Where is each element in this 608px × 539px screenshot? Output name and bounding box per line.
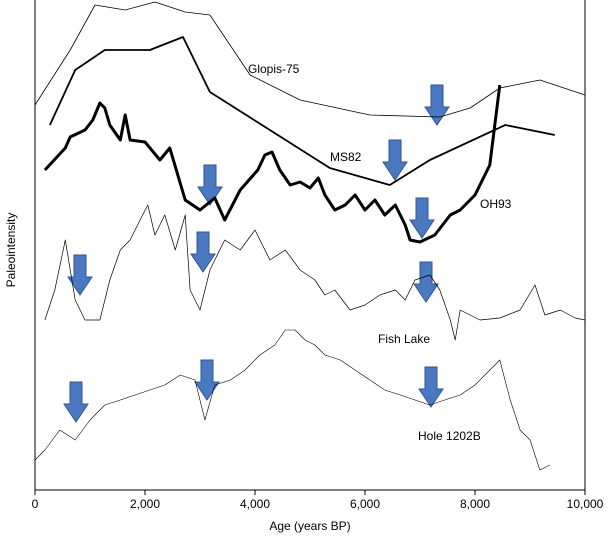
series-label: Hole 1202B: [418, 429, 481, 443]
series-label: Fish Lake: [378, 332, 430, 346]
arrow: [63, 381, 89, 423]
arrow: [418, 366, 444, 408]
arrow: [409, 197, 435, 239]
series-line: [44, 204, 586, 341]
x-tick-label: 10,000: [567, 497, 604, 511]
series-line: [34, 329, 550, 471]
series-line: [34, 1, 586, 118]
series-line: [49, 36, 555, 186]
y-axis-label: Paleointensity: [4, 213, 18, 288]
series-label: OH93: [480, 197, 512, 211]
x-tick-label: 8,000: [460, 497, 490, 511]
arrow: [382, 139, 408, 181]
arrow: [197, 164, 223, 206]
series-label: MS82: [330, 150, 362, 164]
x-tick-label: 2,000: [130, 497, 160, 511]
arrow: [190, 231, 216, 273]
x-tick-label: 0: [32, 497, 39, 511]
arrow: [67, 254, 93, 296]
axes: [34, 0, 586, 491]
series-label: Glopis-75: [248, 62, 300, 76]
x-axis-label: Age (years BP): [269, 519, 350, 533]
x-tick-label: 4,000: [240, 497, 270, 511]
x-tick-label: 6,000: [350, 497, 380, 511]
arrow: [424, 84, 450, 126]
series-line: [43, 84, 502, 244]
